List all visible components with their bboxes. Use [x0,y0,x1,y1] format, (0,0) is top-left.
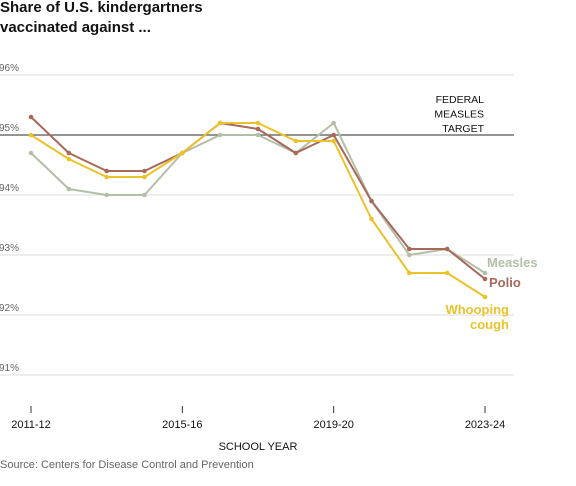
x-tick-label: 2023-24 [465,419,505,431]
data-point [482,276,488,282]
data-point [28,150,34,156]
data-point [66,156,72,162]
data-point [66,186,72,192]
data-point [28,132,34,138]
y-tick-label: 91% [0,363,19,374]
y-tick-labels: 96% 95% 94% 93% 92% 91% [0,63,19,374]
series-line [30,122,486,274]
data-point [407,270,412,276]
data-point [217,132,223,138]
series-label-polio: Polio [489,275,521,290]
data-point [369,198,374,204]
y-tick-label: 94% [0,183,19,194]
data-point [293,138,299,144]
y-tick-label: 92% [0,303,19,314]
x-tick-label: 2015-16 [162,419,202,431]
data-point [482,294,488,300]
data-point [104,192,109,198]
x-axis-title: SCHOOL YEAR [219,441,298,453]
series-line [30,122,486,298]
target-label-line-1: FEDERAL [436,94,485,106]
data-point [66,150,72,156]
chart-title-line-2: vaccinated against ... [0,19,151,36]
y-tick-label: 96% [0,63,19,74]
chart-title: Share of U.S. kindergartners vaccinated … [0,0,300,38]
y-tick-label: 95% [0,123,19,134]
data-point [331,138,336,144]
data-point [255,120,261,126]
series-label-measles: Measles [487,255,538,270]
target-label-line-3: TARGET [442,123,484,135]
x-axis: 2011-12 2015-16 2019-20 2023-24 [11,406,505,431]
data-point [407,246,412,252]
gridlines [0,74,514,376]
target-label-line-2: MEASLES [434,109,484,121]
source-note: Source: Centers for Disease Control and … [0,459,254,471]
data-point [331,120,336,126]
series-measles [28,120,488,276]
data-point [180,150,185,156]
data-point [142,192,147,198]
data-point [142,168,147,174]
data-point [104,168,109,174]
data-point [142,174,147,180]
data-point [28,114,34,120]
x-tick-label: 2011-12 [11,419,51,431]
data-point [331,132,336,138]
data-point [217,120,223,126]
series-lines [28,114,488,300]
series-whooping-cough [28,120,488,300]
data-point [255,132,261,138]
data-point [444,270,450,276]
chart-title-line-1: Share of U.S. kindergartners [0,0,203,16]
data-point [369,216,374,222]
data-point [293,150,299,156]
x-tick-label: 2019-20 [313,419,353,431]
series-polio [28,114,488,282]
data-point [482,270,488,276]
series-label-whooping-cough-line-2: cough [470,317,509,332]
data-point [444,246,450,252]
data-point [255,126,261,132]
y-tick-label: 93% [0,243,19,254]
data-point [407,252,412,258]
data-point [104,174,109,180]
series-label-whooping-cough-line-1: Whooping [445,302,509,317]
